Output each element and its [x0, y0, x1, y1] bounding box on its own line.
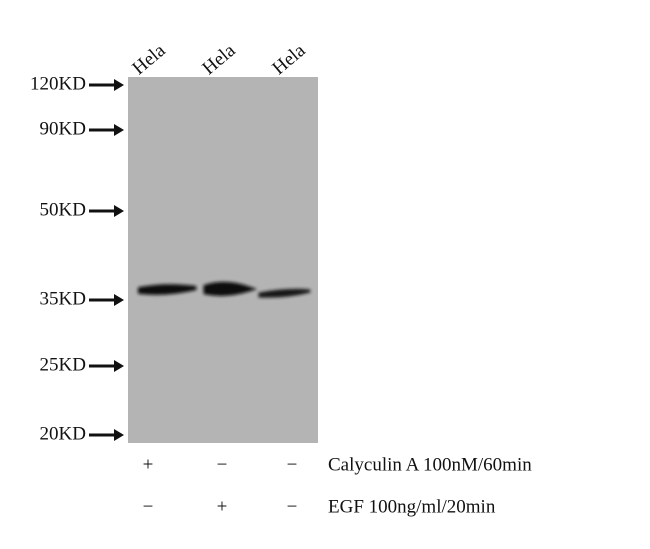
marker-arrowhead	[114, 79, 124, 91]
treatment-name: Calyculin A 100nM/60min	[328, 454, 532, 475]
marker-arrowhead	[114, 360, 124, 372]
marker-label: 20KD	[40, 423, 86, 444]
band	[258, 288, 311, 298]
marker-arrowhead	[114, 124, 124, 136]
bands	[138, 281, 311, 298]
marker-label: 90KD	[40, 118, 86, 139]
lane-label: Hela	[199, 40, 240, 80]
treatment-sign: −	[287, 454, 298, 475]
treatment-sign: −	[287, 496, 298, 517]
marker-label: 35KD	[40, 288, 86, 309]
marker-arrowhead	[114, 205, 124, 217]
membrane	[128, 77, 318, 443]
marker-label: 25KD	[40, 354, 86, 375]
lane-label: Hela	[269, 40, 310, 80]
marker-label: 120KD	[30, 73, 86, 94]
marker-arrowhead	[114, 294, 124, 306]
band	[203, 281, 258, 296]
band	[138, 284, 197, 295]
lane-label: Hela	[129, 40, 170, 80]
marker-arrowhead	[114, 429, 124, 441]
treatment-sign: +	[217, 496, 228, 517]
marker-label: 50KD	[40, 199, 86, 220]
treatment-sign: −	[143, 496, 154, 517]
treatment-name: EGF 100ng/ml/20min	[328, 496, 496, 517]
treatment-sign: −	[217, 454, 228, 475]
treatment-sign: +	[143, 454, 154, 475]
